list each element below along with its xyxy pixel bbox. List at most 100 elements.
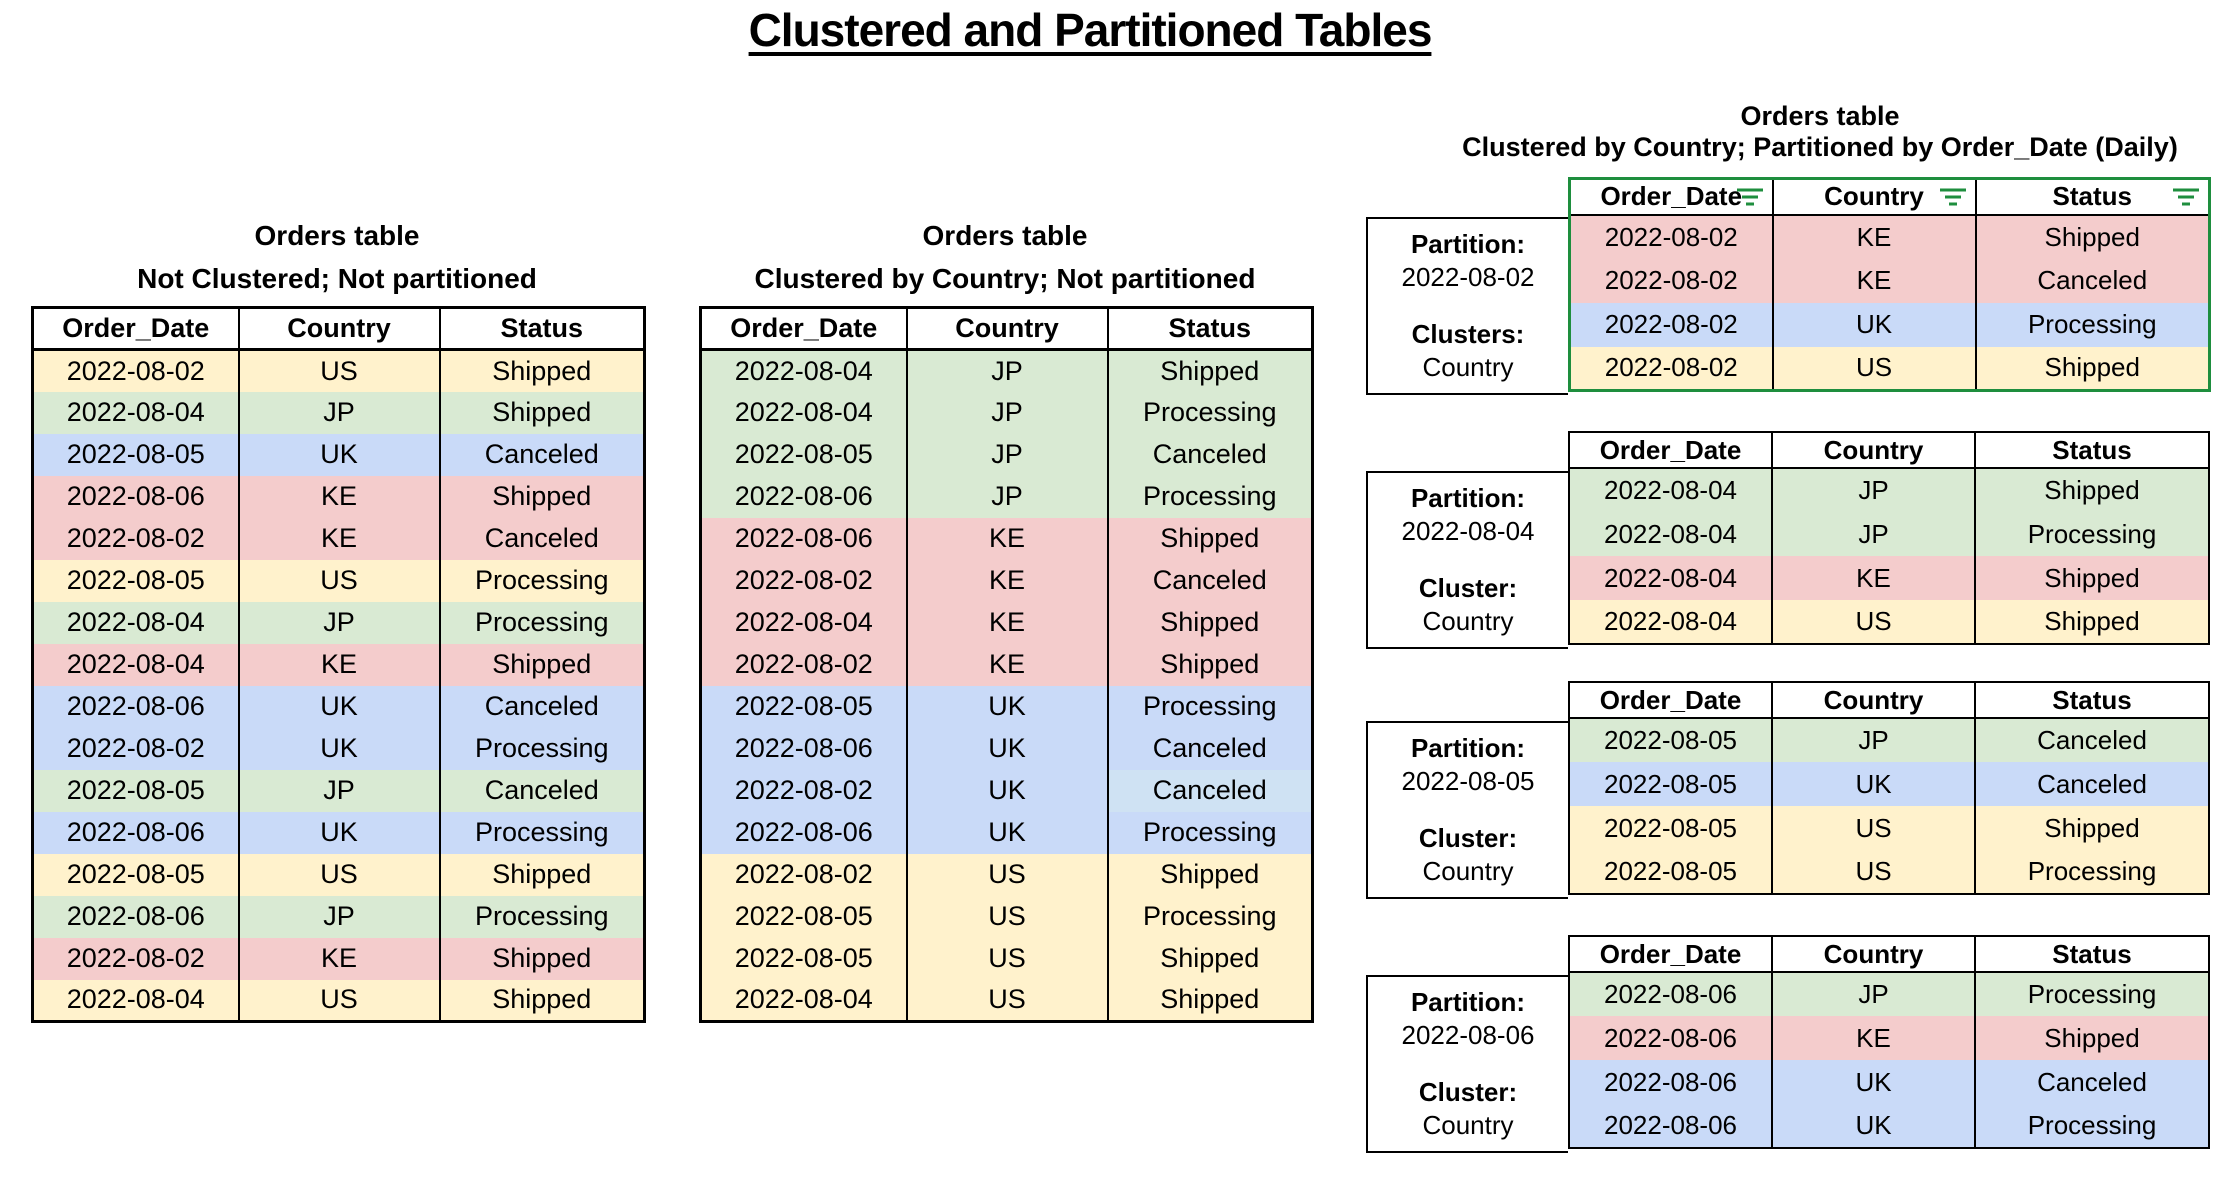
column-header-label: Order_Date (1599, 684, 1742, 715)
cell-status: Canceled (1106, 727, 1313, 770)
orders-table-subheading: Not Clustered; Not partitioned (137, 263, 537, 294)
cell-country: JP (1771, 972, 1975, 1016)
cell-country: UK (1771, 302, 1976, 347)
table-row: 2022-08-04 KE Shipped (1569, 556, 2209, 600)
cell-status: Shipped (1974, 556, 2209, 600)
cell-status: Shipped (1974, 468, 2209, 512)
partition-group-2022-08-05: Partition: 2022-08-05 Cluster: Country O… (1366, 681, 2210, 903)
cell-status: Shipped (1106, 601, 1313, 644)
column-header-country: Country (1771, 936, 1975, 973)
cell-order-date: 2022-08-04 (1569, 468, 1772, 512)
page-title-text: Clustered and Partitioned Tables (748, 4, 1433, 56)
table-row: 2022-08-05 UK Canceled (32, 433, 645, 476)
table-row: 2022-08-05 JP Canceled (1569, 718, 2209, 762)
cell-status: Shipped (1106, 937, 1313, 980)
cell-status: Processing (1106, 685, 1313, 728)
cell-order-date: 2022-08-06 (1569, 1104, 1772, 1148)
table-row: 2022-08-05 UK Canceled (1569, 762, 2209, 806)
filter-icon (1736, 188, 1763, 206)
table-row: 2022-08-05 US Shipped (700, 937, 1313, 980)
filter-icon (2173, 188, 2199, 206)
cell-status: Shipped (1974, 346, 2210, 391)
cell-order-date: 2022-08-05 (1569, 718, 1772, 762)
column-header-country: Country (1771, 682, 1975, 719)
column-header-order_date: Order_Date (700, 307, 907, 351)
column-header-order_date: Order_Date (1569, 682, 1772, 719)
table-row: 2022-08-02 UK Processing (1569, 302, 2210, 347)
cell-status: Shipped (1106, 517, 1313, 560)
cell-country: JP (237, 391, 440, 434)
partition-table-2022-08-06: Order_Date Country Status 2022-08-06 JP Proce… (1568, 935, 2210, 1149)
column-header-order_date: Order_Date (1569, 178, 1773, 216)
partition-table-2022-08-05: Order_Date Country Status 2022-08-05 JP Cance… (1568, 681, 2210, 895)
partition-date: 2022-08-06 (1401, 1020, 1535, 1050)
cell-status: Canceled (1106, 433, 1313, 476)
cell-country: JP (237, 895, 440, 938)
partitioned-section-heading: Orders table (1740, 101, 1900, 131)
column-header-status: Status (1974, 432, 2209, 469)
table-row: 2022-08-06 JP Processing (1569, 972, 2209, 1016)
cell-status: Processing (438, 601, 645, 644)
table-row: 2022-08-02 US Shipped (1569, 346, 2210, 391)
table-row: 2022-08-02 KE Shipped (32, 937, 645, 980)
cell-country: JP (905, 349, 1108, 392)
cell-country: KE (237, 643, 440, 686)
cell-country: UK (1771, 1060, 1975, 1104)
cell-order-date: 2022-08-04 (32, 979, 239, 1022)
cell-status: Shipped (1974, 214, 2210, 259)
table-row: 2022-08-05 JP Canceled (32, 769, 645, 812)
cell-order-date: 2022-08-06 (700, 517, 907, 560)
cell-order-date: 2022-08-02 (1569, 302, 1773, 347)
cell-country: UK (237, 685, 440, 728)
cell-status: Canceled (438, 685, 645, 728)
cell-order-date: 2022-08-06 (700, 811, 907, 854)
cell-order-date: 2022-08-02 (1569, 258, 1773, 303)
cell-country: UK (237, 727, 440, 770)
cell-order-date: 2022-08-05 (700, 937, 907, 980)
partition-label-box: Partition: 2022-08-02 Clusters: Country (1366, 217, 1568, 395)
cell-order-date: 2022-08-04 (32, 391, 239, 434)
cell-country: US (1771, 600, 1975, 644)
column-header-label: Order_Date (1599, 434, 1742, 465)
table-row: 2022-08-04 US Shipped (32, 979, 645, 1022)
partition-date: 2022-08-05 (1401, 766, 1535, 796)
cluster-label: Clusters: (1411, 319, 1525, 349)
cell-country: JP (237, 601, 440, 644)
column-header-status: Status (1974, 178, 2210, 216)
cell-country: US (1771, 850, 1975, 894)
cell-order-date: 2022-08-04 (700, 391, 907, 434)
cell-status: Shipped (1974, 806, 2209, 850)
cell-order-date: 2022-08-06 (32, 811, 239, 854)
table-row: 2022-08-02 KE Shipped (1569, 214, 2210, 259)
column-header-label: Status (2052, 938, 2132, 969)
cell-order-date: 2022-08-04 (32, 643, 239, 686)
cell-country: KE (905, 601, 1108, 644)
cell-status: Processing (1106, 475, 1313, 518)
cell-status: Canceled (438, 433, 645, 476)
cell-country: US (237, 979, 440, 1022)
header-row: Order_Date Country Status (1569, 936, 2209, 973)
cell-order-date: 2022-08-05 (1569, 806, 1772, 850)
column-header-label: Order_Date (730, 313, 878, 343)
cell-status: Shipped (1974, 600, 2209, 644)
orders-table-subheading: Clustered by Country; Not partitioned (754, 263, 1256, 294)
cell-status: Processing (438, 811, 645, 854)
table-row: 2022-08-02 UK Canceled (700, 769, 1313, 812)
column-header-label: Country (955, 313, 1059, 343)
cell-order-date: 2022-08-06 (32, 475, 239, 518)
column-header-label: Status (2052, 434, 2132, 465)
column-header-label: Country (1823, 434, 1924, 465)
cell-status: Processing (1974, 1104, 2209, 1148)
cell-order-date: 2022-08-05 (700, 433, 907, 476)
cell-status: Processing (1106, 391, 1313, 434)
cell-order-date: 2022-08-05 (700, 895, 907, 938)
cell-status: Shipped (438, 979, 645, 1022)
table-row: 2022-08-04 JP Processing (700, 391, 1313, 434)
cell-status: Canceled (1106, 559, 1313, 602)
table-row: 2022-08-05 US Shipped (1569, 806, 2209, 850)
clustered-table-group: Orders table Clustered by Country; Not p… (699, 219, 1314, 1023)
cell-order-date: 2022-08-05 (1569, 762, 1772, 806)
cell-country: US (1771, 346, 1976, 391)
cell-status: Processing (1974, 512, 2209, 556)
cell-country: UK (905, 685, 1108, 728)
